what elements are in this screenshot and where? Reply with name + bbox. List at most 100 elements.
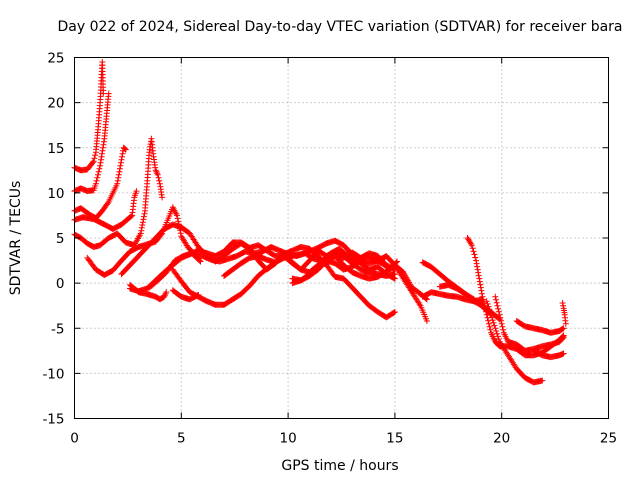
data-point [100, 90, 107, 97]
series-track-12 [169, 287, 202, 303]
data-point [119, 153, 125, 160]
data-point [490, 319, 497, 326]
x-tick-label: 10 [280, 431, 297, 447]
data-point [174, 215, 181, 222]
data-point [539, 377, 546, 384]
data-point [487, 309, 494, 315]
x-tick-label: 5 [177, 431, 186, 447]
data-point [156, 177, 163, 184]
y-tick-label: -15 [42, 412, 64, 428]
data-point [488, 311, 494, 318]
data-point [92, 180, 99, 187]
data-point [485, 303, 492, 310]
x-axis-label: GPS time / hours [281, 458, 398, 474]
data-point [485, 317, 492, 324]
data-point [468, 242, 475, 249]
data-point [496, 311, 503, 318]
data-point [159, 194, 166, 201]
series-track-23 [530, 347, 567, 361]
data-point [494, 330, 500, 337]
data-point [492, 293, 499, 300]
data-point [500, 326, 507, 333]
data-point [487, 326, 494, 333]
series-track-15 [289, 253, 430, 324]
data-point [498, 317, 504, 324]
series-track-2 [71, 90, 112, 195]
data-point [90, 158, 97, 165]
data-point [195, 291, 202, 298]
data-point [391, 309, 398, 315]
x-tick-label: 15 [386, 431, 403, 447]
data-point [391, 309, 397, 316]
data-point [562, 320, 569, 327]
x-tick-label: 0 [70, 431, 79, 447]
data-point [122, 146, 129, 153]
data-point [493, 299, 500, 306]
data-point [197, 258, 204, 265]
y-tick-label: 0 [56, 276, 65, 292]
data-point [480, 296, 487, 303]
x-tick-label: 25 [600, 431, 617, 447]
data-point [174, 212, 180, 219]
data-point [479, 293, 486, 300]
data-point [497, 314, 504, 321]
data-point [495, 336, 502, 343]
data-point [560, 325, 567, 332]
data-point [489, 317, 496, 324]
data-point [153, 168, 160, 175]
y-tick-label: 20 [47, 96, 64, 112]
series-track-5 [71, 135, 166, 250]
data-point [105, 90, 112, 97]
data-point [492, 325, 499, 332]
y-tick-label: 25 [47, 51, 64, 67]
data-point [495, 308, 502, 315]
data-point [394, 258, 400, 265]
data-point [494, 333, 501, 340]
x-tick-label: 20 [493, 431, 510, 447]
data-point [89, 159, 96, 166]
y-tick-label: 10 [47, 186, 64, 202]
data-point [493, 296, 499, 303]
data-point [498, 320, 505, 327]
data-point [128, 213, 135, 220]
data-point [499, 323, 506, 330]
series-track-9 [127, 281, 170, 303]
data-point [486, 306, 493, 313]
series-track-24 [559, 300, 569, 327]
data-point [154, 170, 161, 177]
data-point [478, 290, 485, 297]
y-tick-label: 15 [47, 141, 64, 157]
data-point [133, 188, 140, 195]
series-track-21 [492, 293, 567, 354]
y-axis-label: SDTVAR / TECUs [8, 181, 24, 296]
data-point [92, 152, 99, 159]
data-point [467, 240, 474, 247]
axis-ticks: 0 5 10 15 20 25 -15 -10 -5 0 5 10 15 20 25 [42, 51, 617, 447]
data-point [137, 230, 144, 237]
series-track-3 [71, 144, 129, 222]
data-point [104, 200, 111, 207]
data-point [482, 305, 489, 312]
chart-title: Day 022 of 2024, Sidereal Day-to-day VTE… [57, 19, 622, 35]
data-point [155, 174, 162, 181]
data-point [470, 248, 477, 255]
data-point [423, 318, 430, 324]
data-point [95, 168, 102, 175]
data-point [471, 251, 478, 258]
data-point [483, 298, 490, 305]
data-point [486, 323, 493, 330]
data-point [140, 213, 147, 220]
series-track-19 [464, 235, 567, 359]
data-series [71, 59, 569, 386]
data-point [484, 300, 491, 307]
data-point [494, 302, 501, 309]
data-point [154, 171, 161, 178]
data-point [472, 254, 479, 261]
data-point [560, 334, 567, 341]
data-point [485, 320, 492, 327]
data-point [196, 257, 203, 264]
data-point [177, 230, 184, 237]
data-point [95, 171, 101, 178]
data-point [91, 155, 98, 162]
